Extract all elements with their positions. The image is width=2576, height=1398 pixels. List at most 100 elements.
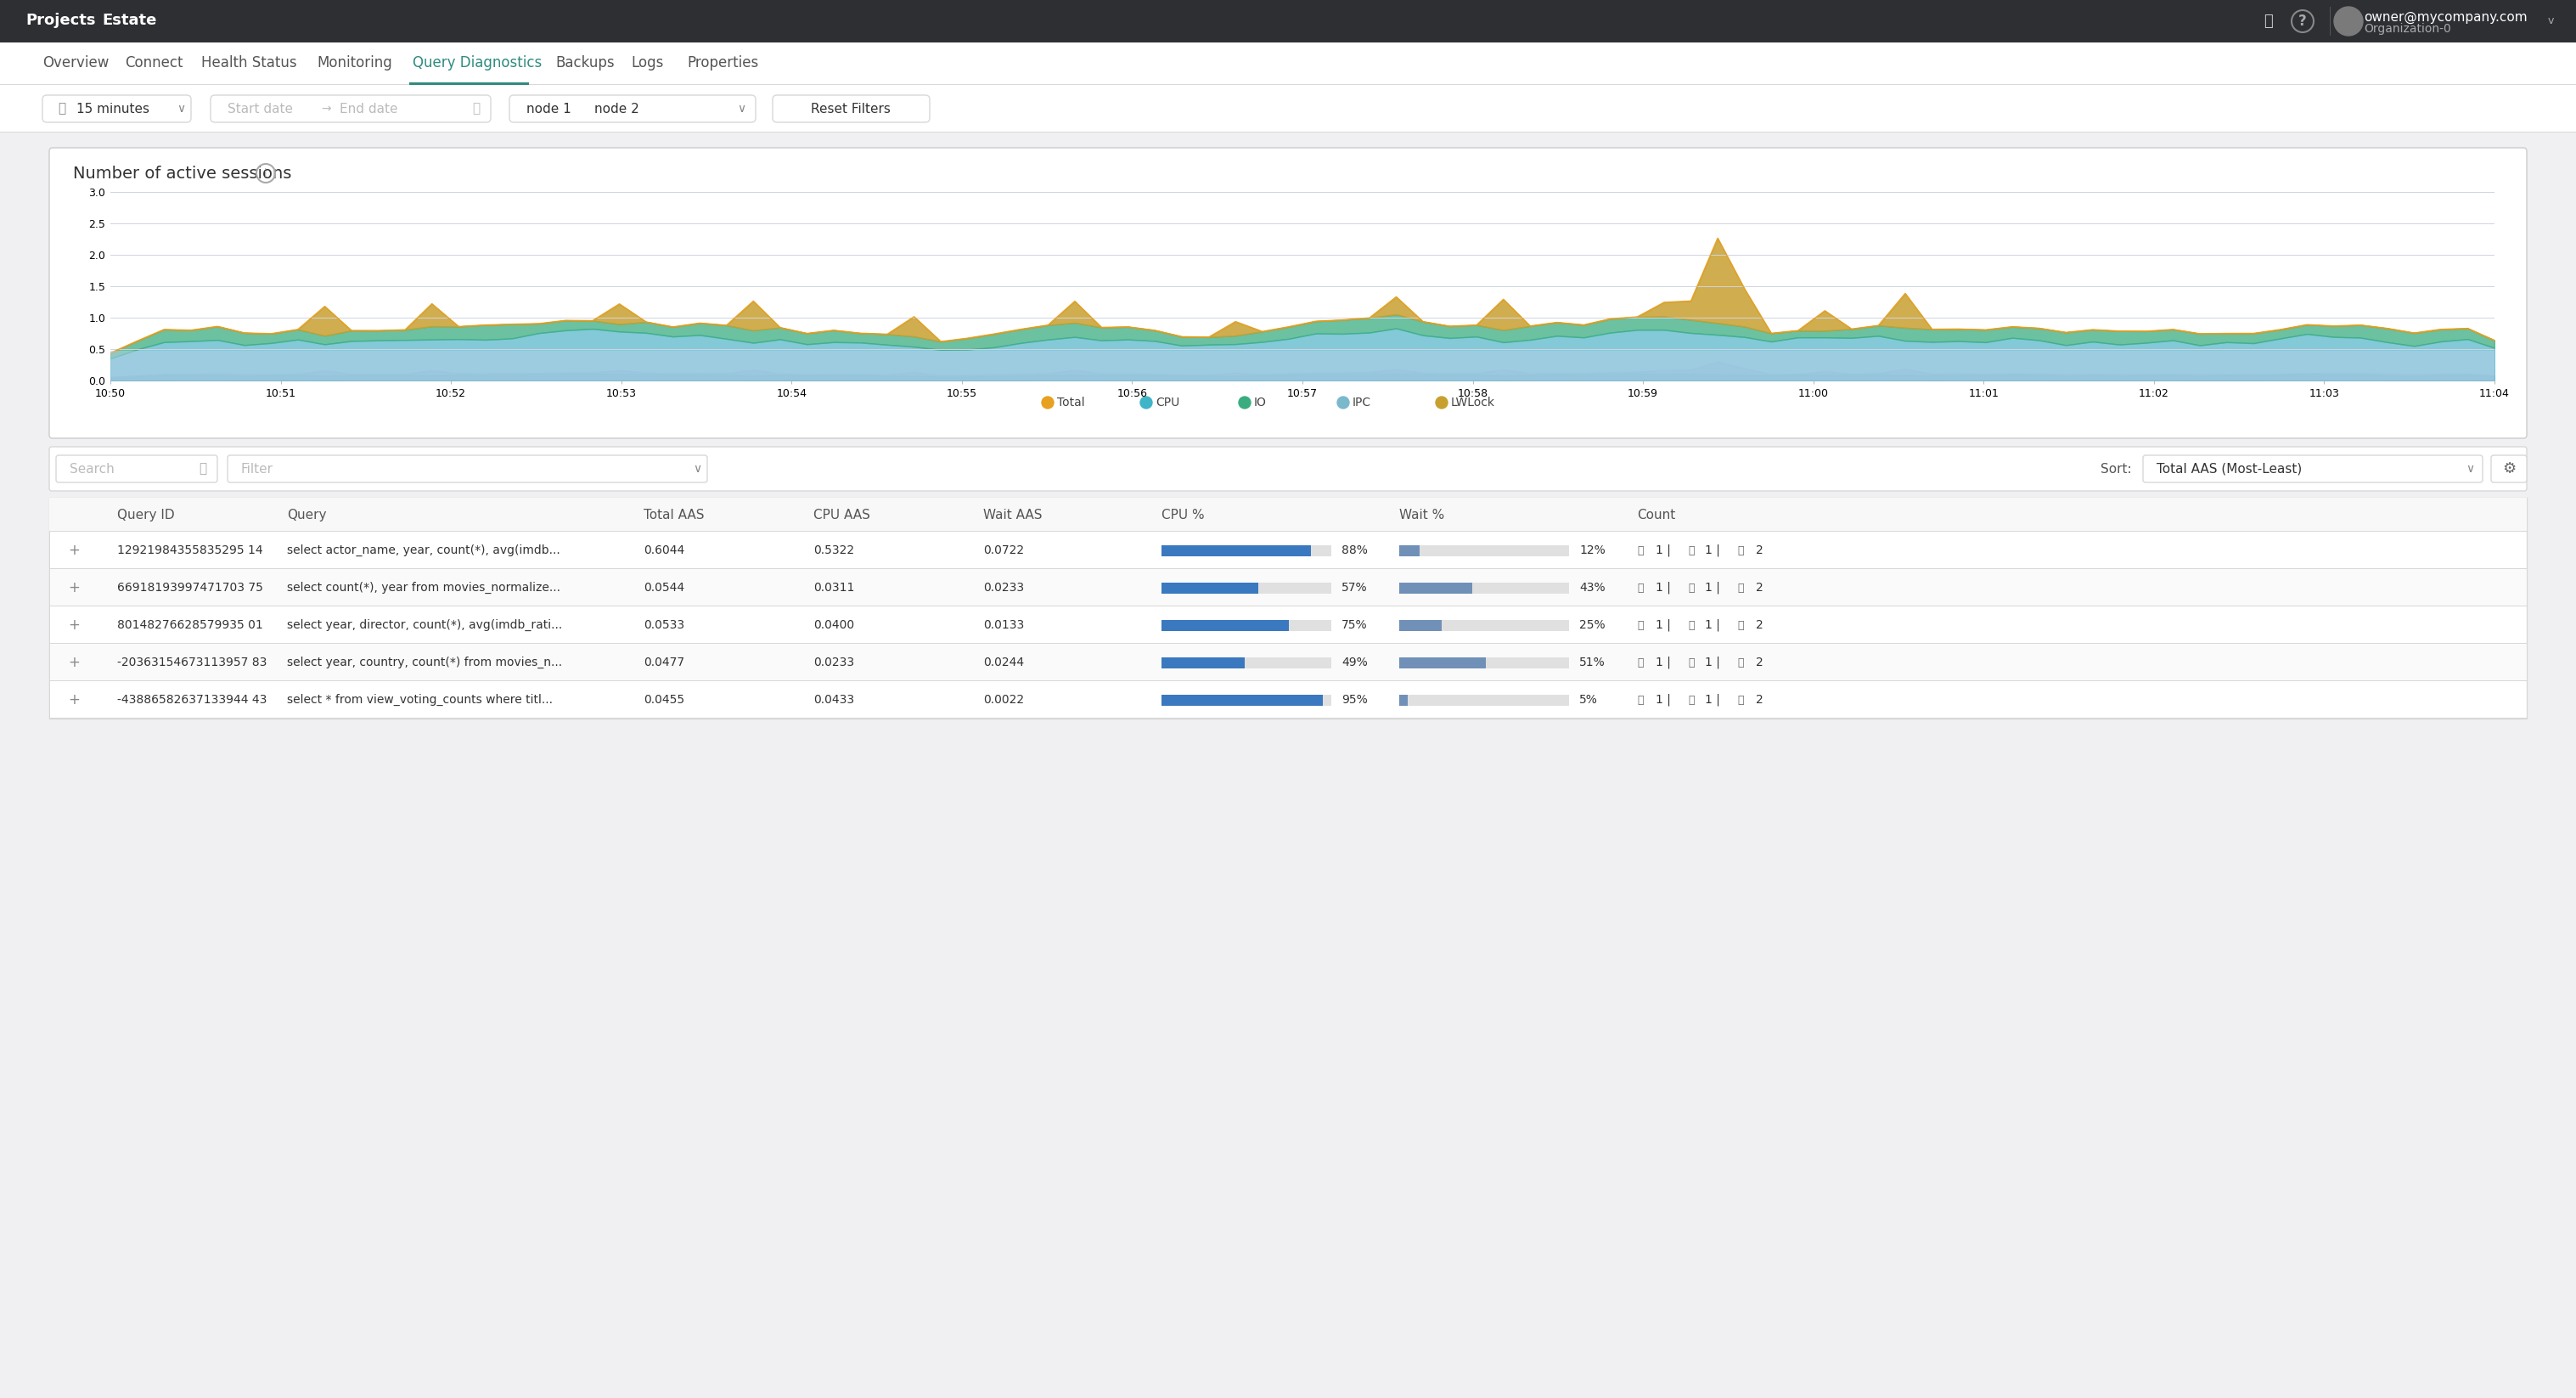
Bar [1162,583,1332,594]
Text: select count(*), year from movies_normalize...: select count(*), year from movies_normal… [286,582,562,594]
Text: 1 |: 1 | [1705,582,1721,594]
Text: 15 minutes: 15 minutes [77,102,149,115]
Text: 👤: 👤 [1636,582,1643,593]
Text: 1 |: 1 | [1705,544,1721,556]
Text: IO: IO [1255,397,1267,408]
Bar [49,681,2527,719]
Text: Search: Search [70,463,113,475]
FancyBboxPatch shape [773,95,930,122]
Text: →: → [322,103,330,115]
Text: -20363154673113957 83: -20363154673113957 83 [116,657,268,668]
FancyBboxPatch shape [41,95,191,122]
Text: 1 |: 1 | [1656,693,1672,706]
Circle shape [1435,397,1448,408]
Text: Count: Count [1636,509,1674,521]
Text: 0.0244: 0.0244 [984,657,1025,668]
Text: 👤: 👤 [1636,657,1643,668]
Circle shape [1041,397,1054,408]
Text: 📋: 📋 [1687,545,1695,556]
Text: Overview: Overview [41,55,108,70]
Text: ∨: ∨ [693,463,701,475]
Text: ⚙: ⚙ [2501,461,2517,477]
Bar [1399,583,1569,594]
Circle shape [1141,397,1151,408]
Bar [1399,695,1569,706]
Text: 🖥: 🖥 [1736,619,1744,630]
Bar [1399,657,1569,668]
FancyBboxPatch shape [2143,456,2483,482]
Text: 🔔: 🔔 [2264,14,2272,29]
Text: Query: Query [286,509,327,521]
Text: 0.0233: 0.0233 [984,582,1025,594]
Text: 0.6044: 0.6044 [644,544,685,556]
Text: CPU AAS: CPU AAS [814,509,871,521]
Bar [0,42,2576,85]
Bar [1162,619,1288,630]
Text: Backups: Backups [556,55,616,70]
Text: 👤: 👤 [1636,545,1643,556]
Text: 1 |: 1 | [1656,582,1672,594]
Text: Wait %: Wait % [1399,509,1445,521]
Bar [410,82,528,85]
Circle shape [2334,7,2362,36]
Text: +: + [67,692,80,707]
Text: select year, director, count(*), avg(imdb_rati...: select year, director, count(*), avg(imd… [286,619,562,630]
Bar [49,498,2527,531]
Bar [1162,583,1257,594]
Text: 📋: 📋 [1687,657,1695,668]
Text: 43%: 43% [1579,582,1605,594]
Text: Total AAS (Most-Least): Total AAS (Most-Least) [2156,463,2303,475]
Text: 📋: 📋 [1687,582,1695,593]
Text: 0.0233: 0.0233 [814,657,855,668]
Bar [1399,657,1486,668]
Text: 📋: 📋 [1687,695,1695,706]
Text: Organization-0: Organization-0 [2365,22,2450,35]
Circle shape [1239,397,1249,408]
Text: Health Status: Health Status [201,55,296,70]
Text: Properties: Properties [688,55,760,70]
Text: Connect: Connect [126,55,183,70]
Text: Total AAS: Total AAS [644,509,703,521]
Text: CPU %: CPU % [1162,509,1206,521]
Text: 0.0311: 0.0311 [814,582,855,594]
Text: 0.0133: 0.0133 [984,619,1025,630]
Text: 👤: 👤 [1636,695,1643,706]
FancyBboxPatch shape [211,95,492,122]
Text: node 1: node 1 [526,102,572,115]
Bar [49,607,2527,644]
Text: ∨: ∨ [737,103,744,115]
Text: 2: 2 [1757,544,1762,556]
FancyBboxPatch shape [510,95,755,122]
Text: 0.0022: 0.0022 [984,693,1025,706]
Text: 👤: 👤 [1636,619,1643,630]
Text: node 2: node 2 [595,102,639,115]
Text: 2: 2 [1757,582,1762,594]
Bar [1399,545,1569,556]
Text: +: + [67,542,80,558]
Text: IPC: IPC [1352,397,1370,408]
Text: +: + [67,580,80,596]
Bar [0,0,2576,42]
FancyBboxPatch shape [49,447,2527,491]
Bar [1399,619,1443,630]
Text: ∨: ∨ [178,103,185,115]
Text: 1 |: 1 | [1656,544,1672,556]
Text: 75%: 75% [1342,619,1368,630]
FancyBboxPatch shape [227,456,708,482]
Text: Wait AAS: Wait AAS [984,509,1043,521]
Text: 51%: 51% [1579,657,1605,668]
Text: CPU: CPU [1157,397,1180,408]
Text: 80148276628579935 01: 80148276628579935 01 [116,619,263,630]
FancyBboxPatch shape [2491,456,2527,482]
FancyBboxPatch shape [57,456,216,482]
Text: 0.0533: 0.0533 [644,619,685,630]
Text: 0.0477: 0.0477 [644,657,685,668]
Text: i: i [265,168,268,179]
Text: 🖥: 🖥 [1736,695,1744,706]
Text: 1 |: 1 | [1705,693,1721,706]
Bar [49,498,2527,719]
Text: Number of active sessions: Number of active sessions [72,165,291,182]
Text: 2: 2 [1757,693,1762,706]
Text: ∨: ∨ [2465,463,2473,475]
Text: select actor_name, year, count(*), avg(imdb...: select actor_name, year, count(*), avg(i… [286,544,559,556]
